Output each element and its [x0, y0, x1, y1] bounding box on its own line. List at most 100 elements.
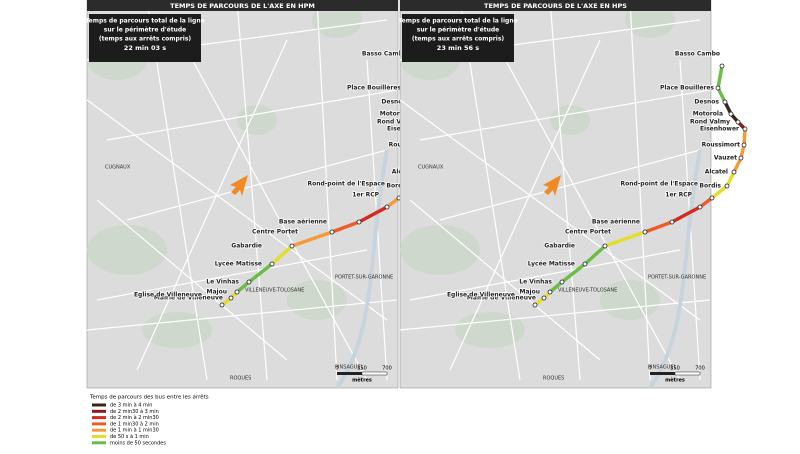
place-label: CUGNAUX — [105, 165, 131, 171]
bus-stop — [234, 289, 240, 295]
route-segment — [560, 262, 587, 284]
stop-label: Desnos — [381, 99, 406, 106]
bus-stop — [602, 243, 608, 249]
river — [648, 149, 702, 390]
route-segment — [290, 230, 334, 248]
info-total: 23 min 56 s — [437, 44, 480, 52]
bus-stop — [356, 219, 362, 225]
route-segment — [732, 156, 743, 174]
place-label: VILLENEUVE-TOLOSANE — [245, 288, 304, 294]
stop-label: Mairie de Villeneuve — [467, 295, 536, 302]
info-line: sur le périmètre d'étude — [417, 27, 500, 34]
bus-stop — [731, 169, 737, 175]
road — [126, 149, 388, 221]
road — [86, 299, 398, 331]
bus-stop — [669, 219, 675, 225]
stop-label: Lycée Matisse — [215, 261, 262, 268]
info-line: (temps aux arrêts compris) — [412, 36, 505, 43]
legend-label: de 2 min à 2 min30 — [110, 414, 159, 421]
panel-title: TEMPS DE PARCOURS DE L'AXE EN HPM — [170, 2, 315, 10]
bus-stop — [719, 63, 725, 69]
legend-label: de 50 s à 1 min — [110, 433, 149, 440]
park-area — [400, 225, 480, 275]
route-segment — [357, 205, 389, 224]
stop-label: Le Vinhas — [206, 279, 239, 286]
road — [409, 199, 601, 361]
bus-stop — [269, 261, 275, 267]
bus-stop — [246, 279, 252, 285]
route-segment — [603, 230, 647, 248]
stop-label: Alcatel — [705, 169, 728, 176]
bus-stop — [228, 295, 234, 301]
place-label: PINSAGUEL — [648, 365, 677, 371]
legend-swatch — [92, 428, 106, 432]
bus-stop — [532, 302, 538, 308]
route-segment — [270, 244, 294, 266]
info-line: (temps aux arrêts compris) — [99, 36, 192, 43]
river — [335, 149, 389, 390]
stop-label: Centre Portet — [565, 229, 611, 236]
route-segment — [235, 280, 251, 294]
bus-stop — [219, 302, 225, 308]
bus-stop — [559, 279, 565, 285]
place-label: PINSAGUEL — [335, 365, 364, 371]
place-label: ROQUES — [543, 376, 564, 382]
info-box — [402, 14, 514, 62]
bus-stop — [738, 155, 744, 161]
bus-stop — [724, 183, 730, 189]
info-line: Temps de parcours total de la ligne — [398, 18, 517, 25]
road — [236, 0, 268, 381]
stop-label: 1er RCP — [352, 192, 379, 199]
bus-stop — [329, 229, 335, 235]
info-box — [89, 14, 201, 62]
legend-swatch — [92, 435, 106, 438]
scale-unit: mètres — [352, 377, 372, 384]
legend-label: de 3 min à 4 min — [110, 402, 152, 409]
stop-label: Roussimort — [702, 142, 741, 149]
legend-label: moins de 50 secondes — [110, 440, 166, 446]
direction-arrow — [543, 175, 561, 196]
route-segment — [330, 220, 361, 234]
stop-label: Place Bouillères — [347, 85, 401, 92]
bus-stop — [384, 204, 390, 210]
route-segment — [548, 280, 564, 294]
road — [629, 0, 651, 381]
bus-stop — [709, 195, 715, 201]
title-bar — [400, 0, 711, 11]
road — [96, 249, 368, 301]
scale-bar-right — [361, 371, 388, 376]
place-label: VILLENEUVE-TOLOSANE — [558, 288, 617, 294]
panel-title: TEMPS DE PARCOURS DE L'AXE EN HPS — [484, 2, 627, 10]
route-segment — [583, 244, 607, 266]
bus-stop — [289, 243, 295, 249]
stop-label: Eglise de Villeneuve — [447, 292, 515, 299]
legend-swatch — [92, 403, 106, 407]
info-line: sur le périmètre d'étude — [104, 27, 187, 34]
road — [449, 39, 601, 371]
scale-tick: 0 — [648, 366, 651, 372]
bus-stop — [728, 111, 734, 117]
bus-stop — [582, 261, 588, 267]
stop-label: 1er RCP — [665, 192, 692, 199]
stop-label: Gabardie — [231, 243, 262, 250]
road — [399, 99, 701, 321]
scale-bar-right — [674, 371, 701, 376]
place-label: ROQUES — [230, 376, 251, 382]
stop-label: Motorola — [380, 111, 410, 118]
scale-unit: mètres — [665, 377, 685, 384]
road — [186, 49, 368, 381]
park-area — [550, 105, 590, 135]
road — [146, 0, 208, 381]
stop-label: Majou — [520, 289, 540, 296]
title-bar — [87, 0, 398, 11]
legend-swatch — [92, 409, 106, 413]
stop-label: Bordis — [386, 183, 408, 190]
stop-label: Lycée Matisse — [528, 261, 575, 268]
scale-tick: 350 — [670, 366, 680, 372]
road — [549, 0, 581, 381]
route-segment — [698, 196, 714, 209]
scale-tick: 700 — [695, 366, 705, 372]
direction-arrow — [230, 175, 248, 196]
